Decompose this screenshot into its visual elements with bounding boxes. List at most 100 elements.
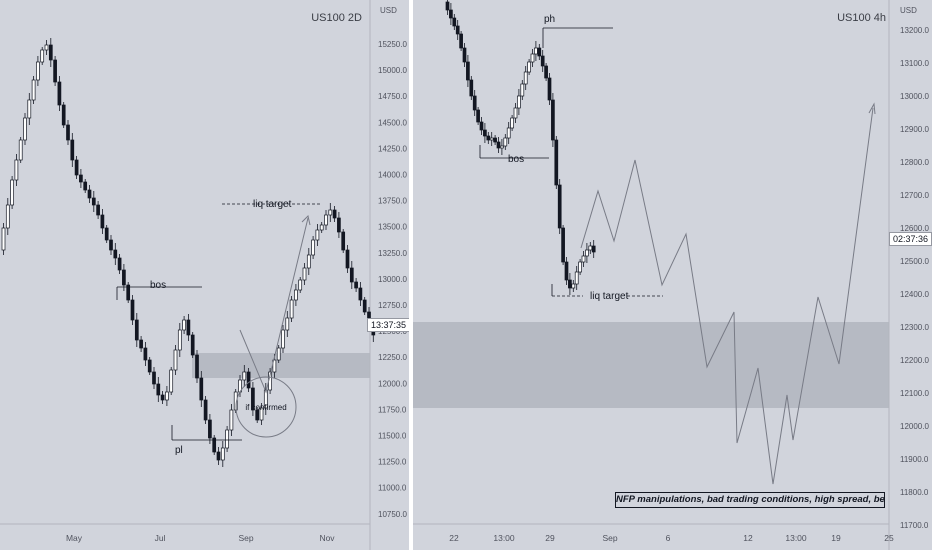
projection-arrowhead (868, 102, 876, 115)
candle-bullish (18, 139, 23, 161)
candle-bearish (251, 387, 255, 411)
candle-bearish (564, 261, 569, 281)
panel-divider[interactable] (409, 0, 413, 550)
x-tick-label: Jul (155, 533, 166, 543)
bos-label: bos (508, 154, 524, 165)
liq-target-label: liq target (590, 291, 629, 302)
y-tick-label: 12500.0 (900, 257, 929, 266)
candle-bearish (156, 383, 161, 396)
candle-bullish (23, 117, 27, 141)
candle-bullish (272, 359, 277, 373)
candle-bearish (100, 214, 105, 229)
candle-bullish (10, 179, 14, 206)
candle-bullish (263, 389, 268, 409)
demand-zone (413, 322, 889, 408)
y-tick-label: 12250.0 (378, 353, 407, 362)
candle-bearish (255, 409, 260, 421)
liq-target-label: liq target (253, 199, 292, 210)
candle-bearish (195, 354, 199, 379)
x-tick-label: 25 (884, 533, 894, 543)
bos-label: bos (150, 280, 166, 291)
y-tick-label: 12000.0 (900, 422, 929, 431)
candle-bearish (561, 227, 565, 263)
candle-bullish (289, 299, 294, 319)
candle-bullish (523, 71, 528, 85)
candle-bearish (476, 109, 480, 123)
x-tick-label: Sep (602, 533, 617, 543)
candle-bullish (302, 267, 307, 281)
candle-bullish (298, 279, 303, 291)
candle-bearish (455, 25, 460, 35)
chart-title-left: US100 2D (311, 12, 362, 24)
candle-bullish (182, 319, 186, 331)
candle-bullish (306, 254, 311, 269)
y-tick-label: 12700.0 (900, 191, 929, 200)
candle-bearish (345, 249, 350, 269)
candle-bullish (5, 204, 10, 229)
x-tick-label: 13:00 (785, 533, 807, 543)
currency-label-left: USD (380, 6, 397, 15)
x-tick-label: Nov (319, 533, 335, 543)
candle-bearish (57, 81, 62, 106)
candle-bearish (122, 269, 126, 286)
y-tick-label: 13500.0 (378, 223, 407, 232)
candle-bearish (246, 371, 251, 389)
y-tick-label: 14500.0 (378, 118, 407, 127)
candle-bullish (503, 137, 508, 147)
price-tag-right: 02:37:36 (889, 232, 932, 246)
candle-bullish (510, 117, 514, 129)
candle-bullish (574, 271, 579, 285)
y-tick-label: 11250.0 (378, 458, 407, 467)
candle-bearish (459, 33, 463, 49)
chart-panel-left[interactable]: bos pl liq target if confirmed 15250.0 15… (0, 0, 409, 550)
y-axis-right: 13200.0 13100.0 13000.0 12900.0 12800.0 12700… (900, 26, 929, 530)
candle-bullish (242, 371, 247, 381)
candles-left (1, 38, 376, 467)
candle-bearish (452, 17, 457, 27)
chart-panel-right[interactable]: ph bos liq target 13200.0 13100.0 13000.0 1… (413, 0, 932, 550)
candle-bullish (276, 347, 281, 361)
candle-bullish (169, 369, 174, 393)
candle-bullish (281, 329, 285, 349)
candle-bullish (489, 137, 494, 141)
x-tick-label: May (66, 533, 83, 543)
y-tick-label: 12100.0 (900, 389, 929, 398)
candle-bearish (483, 129, 487, 137)
candles-right (445, 0, 596, 295)
currency-label-right: USD (900, 6, 917, 15)
candle-bearish (591, 245, 596, 253)
candle-bullish (1, 227, 6, 251)
candle-bearish (479, 121, 484, 131)
candle-bearish (96, 204, 100, 216)
y-tick-label: 14000.0 (378, 171, 407, 180)
candle-bullish (165, 391, 169, 401)
chart-right-svg: ph bos liq target 13200.013100.013000.01… (413, 0, 929, 550)
candle-bearish (341, 231, 346, 251)
y-axis-left: 15250.0 15000.0 14750.0 14500.0 14250.0 14000… (378, 40, 407, 519)
y-tick-label: 10750.0 (378, 510, 407, 519)
candle-bullish (311, 239, 315, 256)
candle-bullish (259, 407, 264, 421)
candle-bullish (571, 283, 576, 289)
candle-bearish (466, 61, 470, 81)
candle-bullish (324, 214, 328, 226)
projection-path (580, 107, 874, 485)
candle-bullish (319, 224, 324, 231)
y-tick-label: 11800.0 (900, 488, 929, 497)
candle-bearish (354, 281, 358, 289)
candle-bearish (130, 299, 135, 321)
candle-bearish (117, 257, 122, 271)
y-tick-label: 11900.0 (900, 455, 929, 464)
y-tick-label: 12000.0 (378, 379, 407, 388)
candle-bearish (104, 227, 109, 241)
x-tick-label: 22 (449, 533, 459, 543)
candle-bearish (496, 141, 501, 149)
candle-bullish (530, 53, 535, 63)
candle-bearish (469, 79, 474, 97)
candle-bullish (534, 47, 538, 55)
candle-bearish (160, 394, 165, 401)
candle-bullish (578, 261, 582, 273)
if-confirmed-circle (235, 376, 297, 438)
candle-bullish (177, 329, 182, 351)
candle-bullish (527, 61, 531, 73)
